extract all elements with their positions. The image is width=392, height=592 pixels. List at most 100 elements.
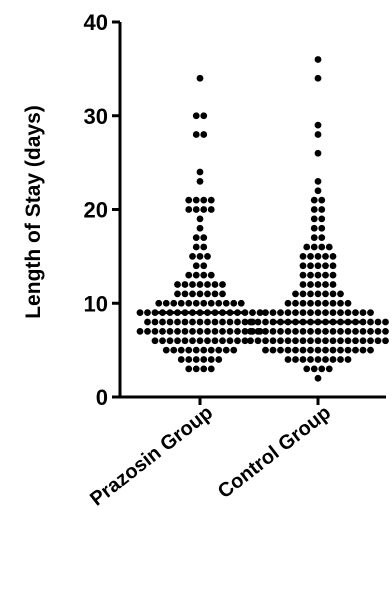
data-point [234,327,241,335]
data-point [344,327,352,335]
data-point [185,206,193,213]
data-point [192,196,200,204]
data-point [204,281,211,288]
data-point [299,327,307,335]
data-point [144,327,151,335]
data-point [337,346,344,354]
data-point [307,281,314,288]
data-point [211,281,219,288]
data-point [314,149,322,157]
data-point [337,356,344,363]
data-point [303,243,311,251]
data-point [196,177,204,185]
data-point [192,243,200,251]
data-point [181,290,189,298]
data-point [155,299,163,307]
data-point [292,309,299,317]
data-point [344,309,352,317]
data-point [322,337,329,345]
data-point [322,281,329,288]
data-point [322,356,329,363]
data-point [262,337,269,345]
data-point [352,346,359,354]
data-point [382,318,389,326]
data-point [322,327,329,335]
data-point [299,309,307,317]
data-point [192,131,200,138]
data-point [241,318,249,326]
data-point [207,196,215,204]
data-point [200,243,208,251]
data-point [299,262,307,270]
data-point [181,327,189,335]
data-point [314,281,322,288]
data-point [215,356,223,363]
data-point [337,337,344,345]
data-point [196,337,204,345]
data-point [299,346,307,354]
data-point [204,327,211,335]
data-point [344,346,352,354]
data-point [226,327,234,335]
category-label: Prazosin Group [86,402,217,511]
data-point [325,365,333,373]
data-point [329,252,337,260]
data-point [307,309,314,317]
data-point [159,318,166,326]
data-point [329,346,337,354]
data-point [329,327,337,335]
data-point [310,365,318,373]
data-point [200,262,208,270]
data-point [314,56,322,63]
data-point [192,271,200,279]
data-point [382,327,389,335]
data-point [207,356,215,363]
data-point [367,327,374,335]
data-point [219,290,226,298]
data-point [185,196,193,204]
data-point [277,327,284,335]
data-point [189,337,196,345]
data-point [211,290,219,298]
data-point [262,327,269,335]
data-point [222,299,230,307]
data-point [299,281,307,288]
data-point [162,346,170,354]
data-point [166,327,174,335]
data-point [189,327,196,335]
data-point [185,271,193,279]
data-point [200,271,208,279]
data-point [277,337,284,345]
data-point [314,131,322,138]
data-point [200,365,208,373]
data-point [254,327,262,335]
data-point [310,243,318,251]
data-point [200,356,208,363]
data-point [185,356,193,363]
data-point [177,299,185,307]
data-point [136,327,144,335]
data-point [314,74,322,82]
data-point [314,309,322,317]
data-point [337,290,344,298]
data-point [310,196,318,204]
data-point [189,281,196,288]
data-point [159,327,166,335]
data-point [307,356,314,363]
data-point [329,337,337,345]
data-point [219,281,226,288]
data-point [200,196,208,204]
data-point [219,337,226,345]
data-point [325,243,333,251]
data-point [314,299,322,307]
data-point [367,346,374,354]
data-point [226,318,234,326]
data-point [200,112,208,120]
data-point [207,365,215,373]
data-point [367,318,374,326]
data-point [196,318,204,326]
data-point [204,290,211,298]
data-point [310,234,318,242]
data-point [374,337,382,345]
